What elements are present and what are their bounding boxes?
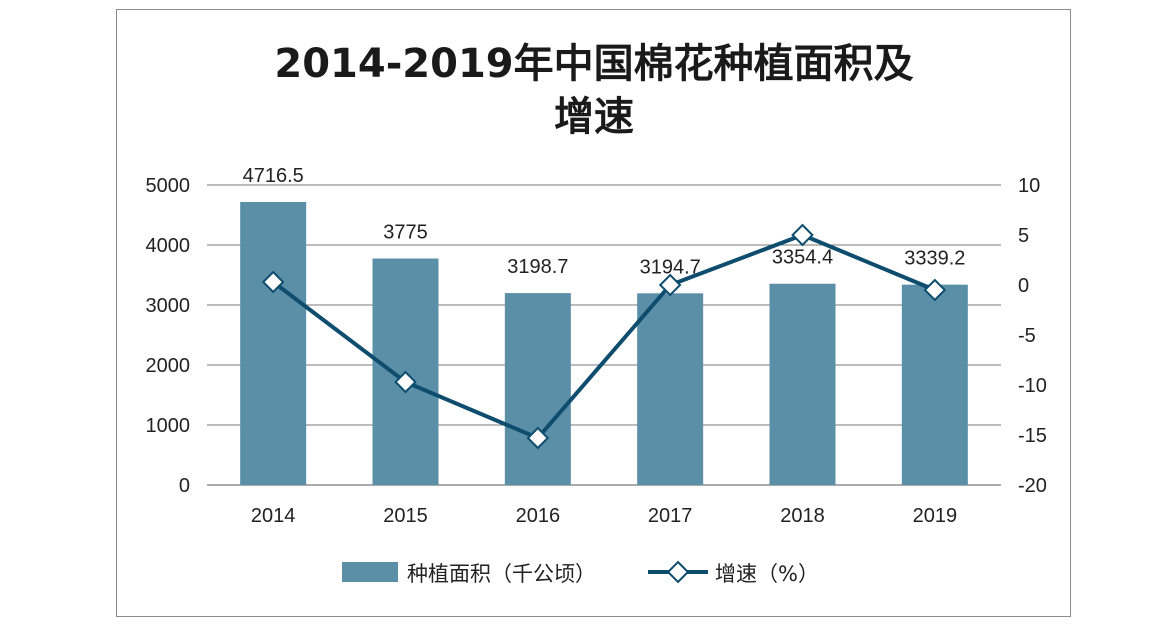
y-left-tick-label: 3000 bbox=[146, 295, 191, 317]
chart-title-line-1: 2014-2019年中国棉花种植面积及 bbox=[274, 41, 913, 87]
legend: 种植面积（千公顷） 增速（%） bbox=[342, 560, 819, 586]
legend-line-label: 增速（%） bbox=[715, 562, 819, 586]
chart-title-line-2: 增速 bbox=[554, 94, 634, 140]
x-tick-label: 2016 bbox=[516, 505, 561, 527]
growth-line bbox=[271, 233, 936, 440]
y-right-tick-label: 5 bbox=[1018, 225, 1029, 247]
y-right-tick-label: -20 bbox=[1018, 475, 1047, 497]
bar bbox=[901, 284, 968, 485]
bar bbox=[769, 283, 836, 485]
legend-bar-label: 种植面积（千公顷） bbox=[407, 562, 596, 586]
line-point-marker bbox=[791, 223, 814, 247]
bar-value-label: 3339.2 bbox=[904, 248, 965, 270]
legend-line-marker bbox=[666, 560, 690, 584]
axes: 0 1000 2000 3000 4000 5000 -20 -15 -10 -5 0 5 10 2014… bbox=[146, 175, 1047, 527]
y-left-tick-label: 2000 bbox=[146, 355, 191, 377]
y-right-tick-label: -10 bbox=[1018, 375, 1047, 397]
y-right-tick-label: -15 bbox=[1018, 425, 1047, 447]
x-tick-label: 2015 bbox=[383, 505, 428, 527]
bar bbox=[240, 202, 307, 485]
line-point-marker bbox=[261, 270, 285, 294]
line-series bbox=[261, 223, 947, 450]
line-point-marker bbox=[526, 426, 550, 450]
bar bbox=[504, 293, 571, 485]
line-point-marker bbox=[658, 273, 682, 297]
bar-value-label: 3354.4 bbox=[772, 247, 833, 269]
y-right-tick-label: 0 bbox=[1018, 275, 1029, 297]
x-tick-label: 2018 bbox=[780, 505, 825, 527]
bar bbox=[637, 293, 704, 485]
data-labels: 4716.5 3775 3198.7 3194.7 3354.4 3339.2 bbox=[243, 165, 966, 278]
y-left-tick-label: 1000 bbox=[146, 415, 191, 437]
x-tick-label: 2017 bbox=[648, 505, 693, 527]
line-point-marker bbox=[394, 370, 417, 394]
y-left-tick-label: 0 bbox=[179, 475, 190, 497]
y-right-tick-label: -5 bbox=[1018, 325, 1036, 347]
legend-bar-swatch bbox=[342, 562, 398, 582]
bar-value-label: 3775 bbox=[383, 222, 428, 244]
bar-value-label: 3194.7 bbox=[640, 256, 701, 278]
y-right-tick-label: 10 bbox=[1018, 175, 1040, 197]
line-point-marker bbox=[923, 278, 947, 302]
x-tick-label: 2019 bbox=[913, 505, 958, 527]
bar-series bbox=[240, 202, 968, 485]
y-left-tick-label: 5000 bbox=[146, 175, 191, 197]
bar-value-label: 4716.5 bbox=[243, 165, 304, 187]
x-tick-label: 2014 bbox=[251, 505, 296, 527]
y-left-tick-label: 4000 bbox=[146, 235, 191, 257]
gridlines bbox=[207, 184, 1001, 486]
bar-value-label: 3198.7 bbox=[507, 256, 568, 278]
